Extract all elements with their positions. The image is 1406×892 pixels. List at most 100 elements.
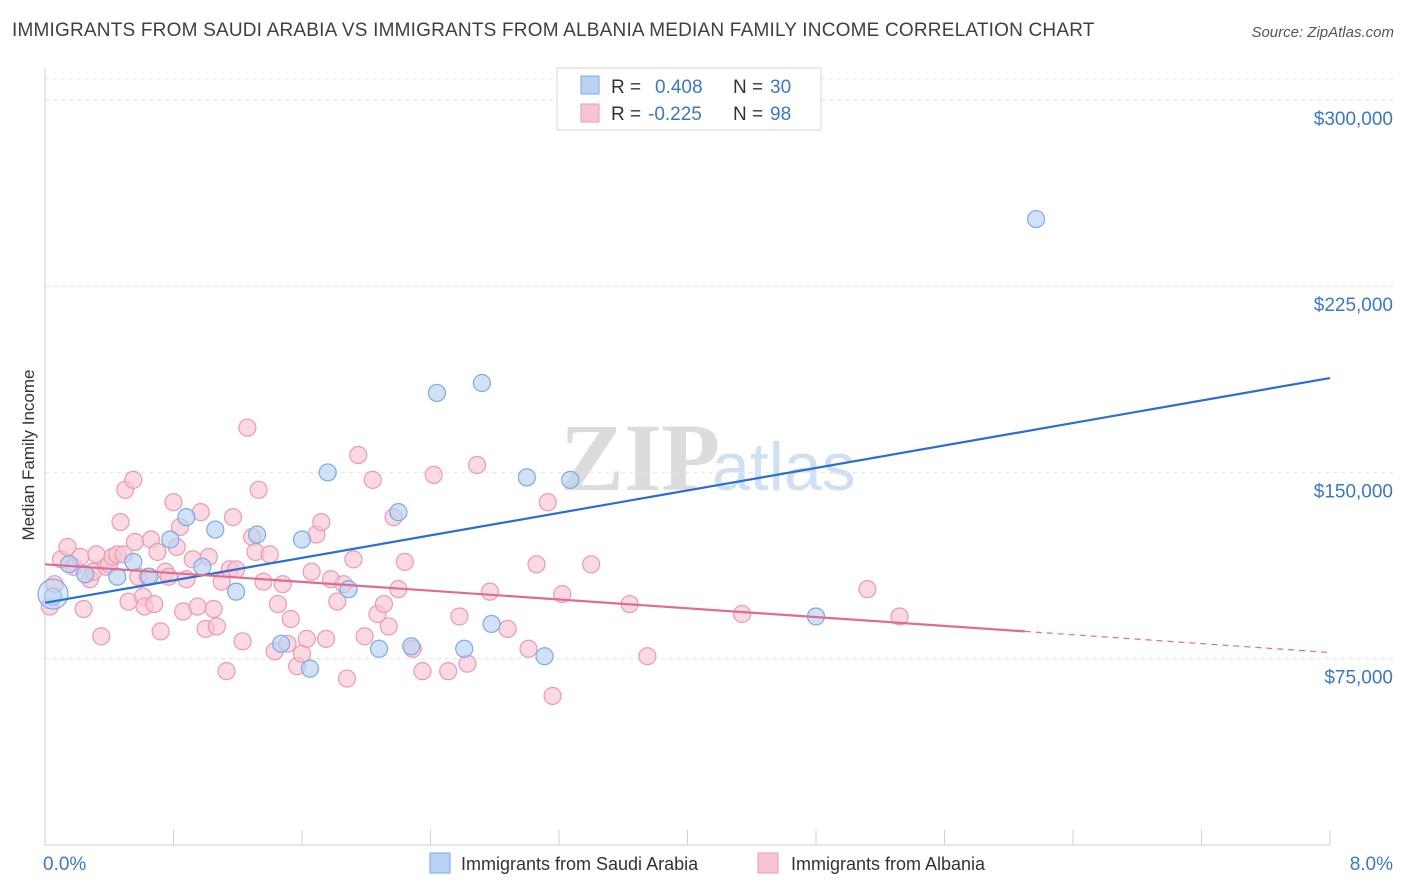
- data-point: [458, 654, 477, 673]
- data-point: [223, 508, 243, 527]
- data-point: [482, 614, 501, 634]
- data-point: [318, 463, 337, 482]
- data-point: [217, 662, 236, 681]
- data-point: [151, 622, 170, 641]
- tick-labels: $75,000 $150,000 $225,000 $300,000 0.0% 8.0%: [43, 109, 1393, 875]
- data-point: [582, 555, 601, 574]
- data-point: [379, 617, 398, 636]
- data-point: [76, 565, 95, 584]
- data-point: [272, 634, 291, 653]
- data-point: [59, 555, 79, 574]
- data-point: [543, 686, 562, 706]
- trend-line-extension-albania: [1024, 630, 1331, 654]
- data-point: [161, 530, 180, 549]
- data-point: [177, 508, 196, 527]
- data-point: [312, 512, 331, 532]
- data-point: [254, 572, 273, 591]
- data-point: [890, 607, 909, 626]
- data-point: [538, 493, 557, 512]
- data-point: [344, 550, 363, 569]
- data-point: [227, 582, 246, 601]
- data-point: [480, 582, 500, 601]
- data-point: [260, 545, 279, 564]
- data-point: [1026, 209, 1046, 229]
- data-point: [281, 609, 300, 629]
- data-point: [164, 493, 183, 512]
- bottom-legend-swatch-saudi-arabia: [429, 852, 451, 874]
- data-point: [125, 532, 145, 552]
- series-legend: Immigrants from Saudi Arabia Immigrants …: [429, 852, 986, 874]
- data-point: [292, 530, 312, 549]
- data-point: [389, 503, 408, 522]
- data-point: [124, 552, 143, 571]
- data-point: [328, 592, 347, 611]
- data-point: [455, 639, 474, 658]
- data-point: [395, 552, 414, 571]
- data-point: [337, 669, 357, 688]
- data-point: [249, 480, 268, 499]
- data-point: [297, 629, 316, 648]
- series-layer: [37, 209, 1046, 706]
- data-point: [339, 580, 358, 599]
- x-tick-label: 8.0%: [1350, 854, 1393, 875]
- data-point: [527, 555, 546, 574]
- data-point: [424, 465, 443, 485]
- watermark-atlas: atlas: [712, 429, 856, 505]
- bottom-legend-swatch-albania: [757, 852, 779, 874]
- data-point: [148, 542, 167, 562]
- data-point: [193, 557, 212, 576]
- data-point: [302, 562, 321, 581]
- data-point: [108, 567, 127, 586]
- y-tick-label: $150,000: [1314, 481, 1393, 502]
- legend-r-label-2: R =: [611, 104, 641, 125]
- legend-swatch-albania: [580, 103, 600, 123]
- data-point: [207, 617, 226, 636]
- data-point: [363, 470, 382, 489]
- data-point: [517, 468, 536, 487]
- legend-n-value-1: 30: [770, 77, 791, 98]
- y-axis-label: Median Family Income: [19, 369, 38, 540]
- data-point: [370, 639, 389, 658]
- data-point: [561, 470, 580, 489]
- data-point: [247, 525, 267, 544]
- data-point: [858, 580, 877, 599]
- data-point: [439, 662, 458, 681]
- legend-r-value-1: 0.408: [655, 77, 703, 98]
- data-point: [638, 647, 657, 666]
- y-tick-label: $300,000: [1314, 109, 1393, 130]
- data-point: [316, 629, 336, 648]
- trend-line-saudi-arabia: [44, 376, 1331, 604]
- axes: [44, 68, 1331, 846]
- trend-layer: [44, 376, 1331, 654]
- data-point: [300, 659, 320, 678]
- data-point: [413, 662, 432, 681]
- data-point: [74, 599, 93, 619]
- data-point: [204, 599, 223, 619]
- data-point: [467, 455, 487, 475]
- data-point: [238, 418, 257, 437]
- legend-swatch-saudi-arabia: [580, 75, 600, 95]
- data-point: [273, 575, 292, 594]
- data-point: [355, 627, 374, 646]
- data-point: [498, 619, 517, 639]
- chart-title: IMMIGRANTS FROM SAUDI ARABIA VS IMMIGRAN…: [12, 20, 1095, 41]
- data-point: [450, 607, 469, 626]
- legend-r-label-1: R =: [611, 77, 641, 98]
- gridlines: [45, 78, 1395, 660]
- watermark-zip: ZIP: [560, 404, 720, 511]
- y-tick-label: $225,000: [1314, 295, 1393, 316]
- data-point: [268, 594, 288, 614]
- trend-line-albania: [44, 563, 1025, 633]
- data-point: [519, 639, 538, 658]
- data-point: [535, 647, 554, 666]
- legend-n-value-2: 98: [770, 104, 791, 125]
- legend-n-label-2: N =: [733, 104, 763, 125]
- y-tick-label: $75,000: [1324, 668, 1393, 689]
- data-point: [206, 520, 225, 539]
- bottom-legend-label-saudi-arabia: Immigrants from Saudi Arabia: [461, 854, 699, 874]
- data-point: [92, 627, 111, 646]
- data-point: [349, 445, 368, 465]
- series-saudi-arabia: [43, 209, 1046, 678]
- data-point: [733, 604, 752, 624]
